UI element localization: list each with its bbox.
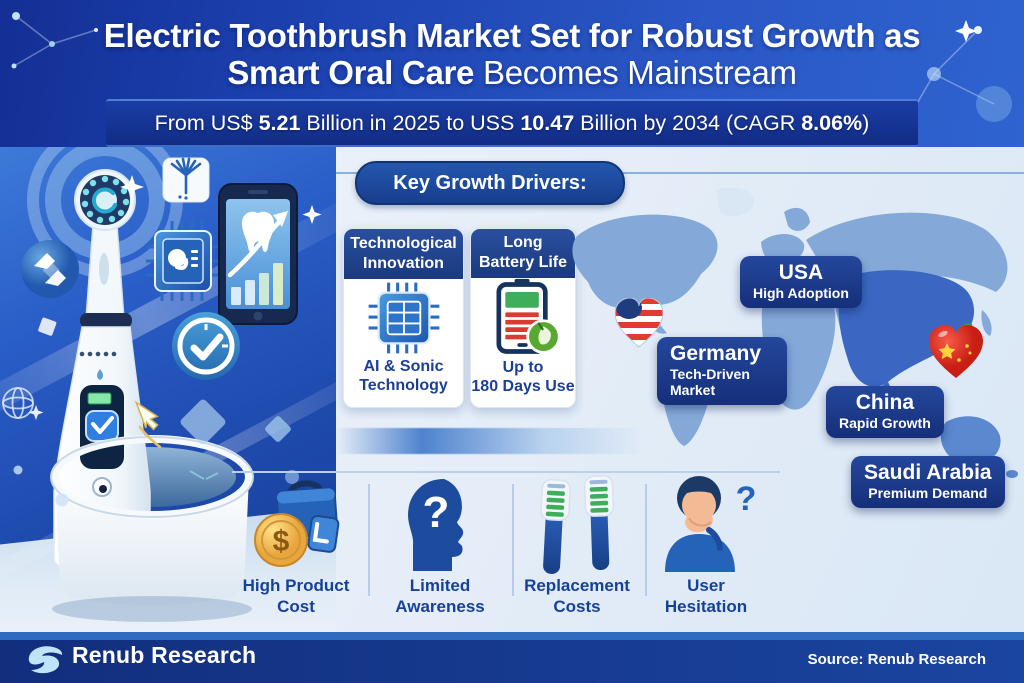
barrier-label-replacement-costs: Replacement Costs: [524, 576, 630, 616]
timer-check-icon: [172, 312, 240, 380]
marker-note: Premium Demand: [868, 485, 988, 502]
marker-note: Tech-Driven Market: [670, 366, 750, 399]
battery-icon: [496, 278, 561, 354]
source-text: Source: Renub Research: [807, 651, 986, 668]
marker-country: Germany: [670, 342, 762, 365]
section-divider-line: [336, 172, 1024, 174]
barrier-label-limited-awareness: Limited Awareness: [395, 576, 485, 616]
oral-app-phone-icon: [218, 183, 298, 325]
footer: Renub Research Source: Renub Research: [0, 632, 1024, 683]
smart-chip-icon: [146, 221, 220, 301]
header: Electric Toothbrush Market Set for Robus…: [0, 0, 1024, 147]
marker-note: High Adoption: [753, 285, 849, 302]
driver-card-battery: Long Battery Life Up to 180 Days Use: [470, 228, 576, 408]
renub-logo-icon: [28, 646, 63, 674]
question-head-icon: ?: [408, 479, 464, 571]
title-line-2: Smart Oral Care Becomes Mainstream: [227, 54, 797, 92]
svg-text:?: ?: [423, 488, 450, 537]
brush-heads-icon: [540, 475, 615, 574]
usa-flag-heart-icon: [615, 298, 663, 348]
svg-text:$: $: [273, 525, 290, 558]
footer-accent-strip: [0, 632, 1024, 640]
marker-country: Saudi Arabia: [864, 461, 992, 484]
driver-card-caption: AI & Sonic Technology: [359, 358, 448, 395]
ai-chip-icon: [368, 282, 439, 354]
driver-card-technology: Technological Innovation AI & Sonic Tech…: [343, 228, 464, 408]
map-marker-usa: USA High Adoption: [740, 256, 862, 309]
value-2025: 5.21: [258, 110, 301, 135]
hesitant-user-icon: ?: [665, 476, 757, 572]
brand-name: Renub Research: [72, 642, 257, 668]
marker-country: China: [855, 391, 915, 414]
barriers-divider-line: [232, 471, 780, 473]
title-line-1: Electric Toothbrush Market Set for Robus…: [103, 17, 921, 54]
growth-drivers-heading: Key Growth Drivers:: [355, 161, 625, 205]
map-marker-china: China Rapid Growth: [826, 386, 944, 439]
vertical-divider: [368, 484, 370, 596]
barrier-label-user-hesitation: User Hesitation: [664, 576, 748, 616]
driver-card-caption: Up to 180 Days Use: [471, 358, 575, 396]
card-shelf-glow: [336, 428, 642, 454]
brush-tool-icon: [162, 157, 210, 203]
map-marker-saudi-arabia: Saudi Arabia Premium Demand: [851, 456, 1005, 509]
connectivity-rune-icon: [21, 240, 79, 298]
driver-card-title: Technological Innovation: [344, 229, 463, 279]
driver-card-title: Long Battery Life: [471, 229, 575, 278]
value-2034: 10.47: [520, 110, 575, 135]
constellation-decoration-left: [11, 12, 98, 69]
vertical-divider: [512, 484, 514, 596]
vertical-divider: [645, 484, 647, 596]
value-cagr: 8.06%: [801, 110, 863, 135]
subtitle-banner: From US$ 5.21 Billion in 2025 to USS 10.…: [106, 99, 918, 147]
marker-note: Rapid Growth: [839, 415, 931, 432]
page-title: Electric Toothbrush Market Set for Robus…: [0, 17, 1024, 92]
barrier-label-high-product-cost: High Product Cost: [242, 576, 350, 616]
marker-country: USA: [778, 261, 824, 284]
svg-text:?: ?: [736, 480, 757, 518]
cost-bag-icon: $: [254, 480, 340, 567]
china-flag-heart-icon: [929, 323, 983, 378]
map-marker-germany: Germany Tech-Driven Market: [657, 337, 787, 406]
